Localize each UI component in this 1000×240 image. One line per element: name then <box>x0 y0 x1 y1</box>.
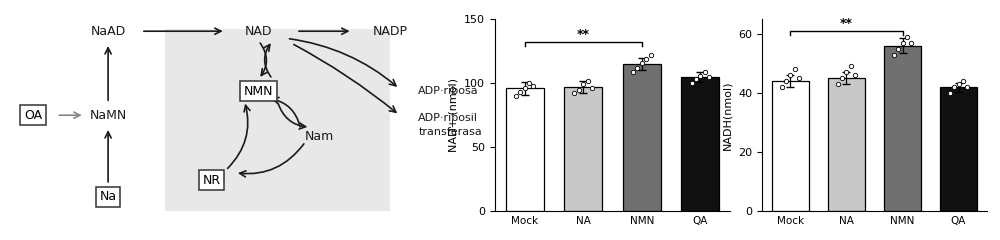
Point <box>701 75 717 79</box>
Point <box>791 76 807 80</box>
Point <box>847 73 863 77</box>
Bar <box>506 88 544 211</box>
Bar <box>772 81 809 211</box>
Text: NAD: NAD <box>245 25 272 38</box>
Point <box>692 74 708 78</box>
Text: Nam: Nam <box>305 130 334 143</box>
Point <box>697 70 713 74</box>
Point <box>886 53 902 57</box>
Text: NADP: NADP <box>373 25 408 38</box>
Point <box>566 91 582 95</box>
Point <box>521 81 537 85</box>
Bar <box>681 77 719 211</box>
Point <box>575 83 591 86</box>
Bar <box>564 87 602 211</box>
Point <box>525 84 541 88</box>
Point <box>787 67 803 71</box>
Text: NR: NR <box>202 174 221 186</box>
Point <box>838 71 854 74</box>
Point <box>834 76 850 80</box>
Text: ADP·ribosil: ADP·ribosil <box>418 113 478 123</box>
Point <box>951 82 967 86</box>
Text: **: ** <box>577 28 590 41</box>
Point <box>843 65 859 68</box>
Y-axis label: NAD+ (nmol): NAD+ (nmol) <box>449 78 459 152</box>
Point <box>638 57 654 61</box>
Point <box>625 70 641 74</box>
Bar <box>940 87 977 211</box>
Text: NMN: NMN <box>244 85 273 98</box>
Point <box>517 86 533 90</box>
Point <box>890 47 906 51</box>
Point <box>778 79 794 83</box>
Point <box>688 78 704 81</box>
Point <box>942 91 958 95</box>
Point <box>571 88 587 91</box>
Point <box>903 41 919 45</box>
Text: OA: OA <box>24 109 42 122</box>
Point <box>959 85 975 89</box>
Point <box>774 85 790 89</box>
Point <box>643 53 659 57</box>
Point <box>946 85 962 89</box>
Point <box>955 79 971 83</box>
Text: Na: Na <box>100 190 117 203</box>
Point <box>629 66 645 70</box>
Point <box>684 81 700 85</box>
Point <box>580 79 596 83</box>
Text: ADP·ribosa: ADP·ribosa <box>418 86 479 96</box>
Point <box>830 82 846 86</box>
Point <box>508 94 524 98</box>
Bar <box>828 78 865 211</box>
Point <box>634 61 650 65</box>
Point <box>584 86 600 90</box>
Text: **: ** <box>840 17 853 30</box>
Y-axis label: NADH(nmol): NADH(nmol) <box>723 80 733 150</box>
Bar <box>884 46 921 211</box>
Text: NaMN: NaMN <box>89 109 127 122</box>
Point <box>512 90 528 94</box>
Point <box>782 73 798 77</box>
Text: NaAD: NaAD <box>90 25 126 38</box>
Bar <box>164 29 390 211</box>
Bar <box>623 64 661 211</box>
Text: transferasa: transferasa <box>418 127 482 137</box>
Point <box>895 41 911 45</box>
Point <box>899 35 915 39</box>
